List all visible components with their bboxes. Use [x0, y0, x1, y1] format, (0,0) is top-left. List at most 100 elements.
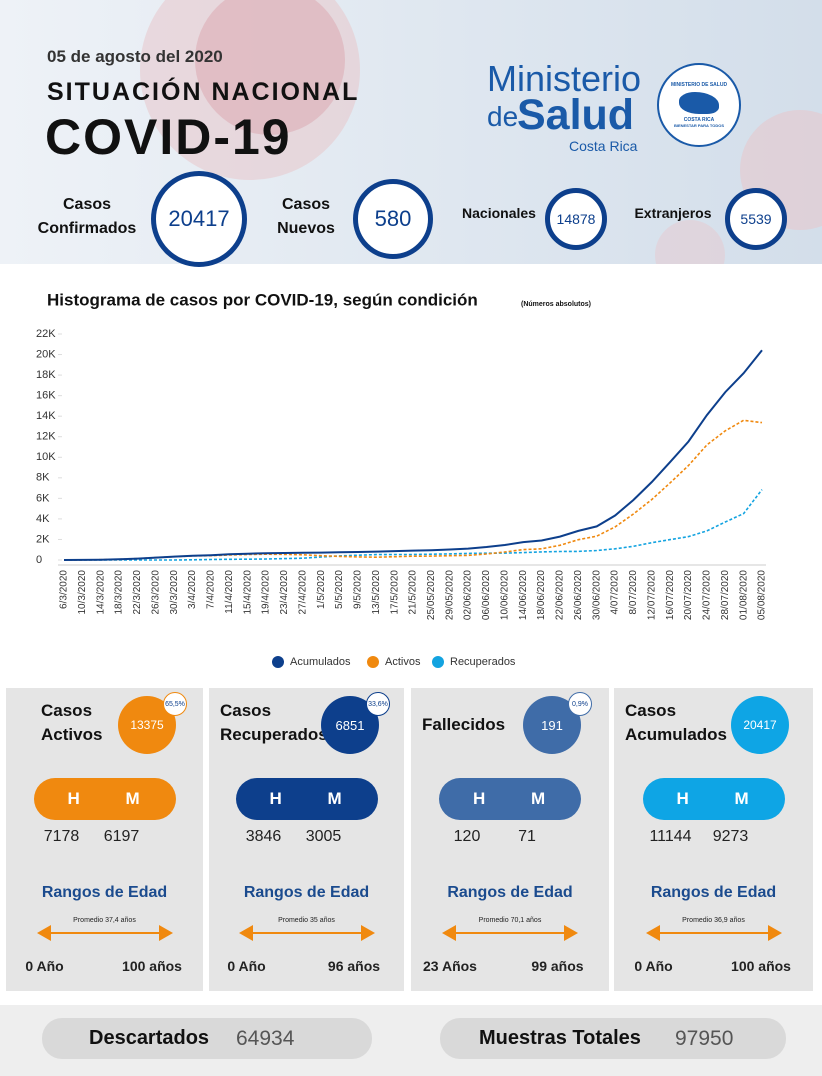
- x-tick-label: 9/5/2020: [353, 570, 364, 609]
- x-tick-label: 12/07/2020: [646, 570, 657, 620]
- stat-label: Casos: [281, 196, 331, 213]
- x-tick-label: 7/4/2020: [206, 570, 217, 609]
- footer-label: Descartados: [89, 1027, 210, 1049]
- y-tick-label: 16K: [36, 390, 56, 402]
- h-label: H: [67, 789, 80, 808]
- x-tick-label: 10/06/2020: [499, 570, 510, 620]
- x-tick-label: 26/06/2020: [573, 570, 584, 620]
- y-tick-label: 10K: [36, 451, 56, 463]
- card-title: Casos: [625, 701, 677, 720]
- stat-value: 14878: [556, 211, 596, 227]
- h-value: 3846: [245, 828, 282, 845]
- range-average: Promedio 37,4 años: [73, 917, 136, 924]
- m-label: M: [734, 789, 749, 808]
- x-tick-label: 23/4/2020: [279, 570, 290, 615]
- card: Casos Acumulados 20417 H M 11144 9273 Rangos de…: [614, 688, 813, 991]
- m-value: 71: [518, 828, 536, 845]
- card-value: 20417: [743, 718, 777, 732]
- x-tick-label: 6/3/2020: [59, 570, 70, 609]
- footer-value: 64934: [236, 1027, 295, 1050]
- range-arrow: [36, 925, 173, 941]
- age-min: 0 Año: [25, 958, 64, 974]
- card-title: Acumulados: [625, 725, 728, 744]
- card-title: Casos: [220, 701, 272, 720]
- x-tick-label: 4/07/2020: [610, 570, 621, 615]
- arrow-head: [645, 925, 782, 941]
- legend-marker: [432, 656, 444, 668]
- m-value: 9273: [712, 828, 749, 845]
- range-average: Promedio 36,9 años: [682, 917, 745, 924]
- m-label: M: [531, 789, 546, 808]
- logo-text: Salud: [517, 91, 635, 139]
- legend-marker: [272, 656, 284, 668]
- x-tick-label: 18/3/2020: [114, 570, 125, 615]
- range-average: Promedio 70,1 años: [478, 917, 542, 924]
- stat-label: Casos: [62, 196, 112, 213]
- footer-pill: Muestras Totales 97950: [440, 1018, 786, 1059]
- x-tick-label: 11/4/2020: [224, 570, 235, 614]
- h-label: H: [269, 789, 282, 808]
- stat-label: Nuevos: [277, 220, 335, 237]
- card-title: Activos: [41, 725, 103, 744]
- logo-text: Costa Rica: [569, 138, 638, 154]
- legend-label: Acumulados: [290, 656, 351, 668]
- range-title: Rangos de Edad: [243, 884, 370, 901]
- range-average: Promedio 35 años: [278, 917, 335, 924]
- stat-label: Extranjeros: [634, 205, 712, 221]
- stat-circle: 20417: [151, 171, 247, 267]
- x-tick-label: 21/5/2020: [408, 570, 419, 615]
- percent-text: 0,9%: [572, 700, 588, 708]
- x-tick-label: 26/3/2020: [150, 570, 161, 615]
- logo-text: Ministerio: [487, 58, 642, 99]
- x-tick-label: 20/07/2020: [683, 570, 694, 620]
- stat-circle: 14878: [545, 188, 607, 250]
- arrow-head: [442, 925, 578, 941]
- h-value: 11144: [649, 828, 692, 845]
- x-tick-label: 01/08/2020: [738, 570, 749, 620]
- x-tick-label: 13/5/2020: [371, 570, 382, 615]
- x-tick-label: 22/3/2020: [132, 570, 143, 615]
- arrow-head: [238, 925, 375, 941]
- legend-marker: [367, 656, 379, 668]
- age-max: 99 años: [531, 958, 584, 974]
- x-tick-label: 25/05/2020: [426, 570, 437, 620]
- card-circle: 20417: [731, 696, 789, 754]
- m-label: M: [327, 789, 342, 808]
- y-tick-label: 22K: [36, 328, 56, 340]
- h-label: H: [676, 789, 689, 808]
- x-tick-label: 29/05/2020: [444, 570, 455, 620]
- y-tick-label: 20K: [36, 348, 56, 360]
- card-value: 191: [541, 717, 563, 733]
- age-max: 96 años: [327, 958, 381, 974]
- x-tick-label: 1/5/2020: [316, 570, 327, 609]
- x-tick-label: 05/08/2020: [757, 570, 768, 620]
- x-tick-label: 02/06/2020: [463, 570, 474, 620]
- y-tick-label: 0: [36, 554, 42, 566]
- card-title: Fallecidos: [422, 715, 506, 734]
- x-tick-label: 27/4/2020: [297, 570, 308, 615]
- y-tick-label: 4K: [36, 513, 50, 525]
- y-tick-label: 2K: [36, 533, 50, 545]
- y-tick-label: 12K: [36, 431, 56, 443]
- x-tick-label: 15/4/2020: [242, 570, 253, 615]
- seal-text: COSTA RICA: [683, 117, 715, 123]
- y-tick-label: 18K: [36, 369, 56, 381]
- card: Fallecidos 191 0,9% H M 120 71 Rangos de Edad Pr…: [411, 688, 609, 991]
- range-title: Rangos de Edad: [41, 884, 168, 901]
- footer-value: 97950: [675, 1027, 734, 1050]
- m-value: 6197: [103, 828, 140, 845]
- stat-value: 580: [374, 206, 412, 231]
- percent-text: 33,6%: [368, 700, 388, 708]
- arrow-head: [36, 925, 173, 941]
- x-tick-label: 14/3/2020: [95, 570, 106, 615]
- range-title: Rangos de Edad: [447, 884, 573, 901]
- x-tick-label: 8/07/2020: [628, 570, 639, 615]
- y-tick-label: 6K: [36, 492, 50, 504]
- m-label: M: [125, 789, 140, 808]
- x-tick-label: 18/06/2020: [536, 570, 547, 620]
- footer-pill: Descartados 64934: [42, 1018, 372, 1059]
- x-tick-label: 24/07/2020: [702, 570, 713, 620]
- x-tick-label: 3/4/2020: [187, 570, 198, 609]
